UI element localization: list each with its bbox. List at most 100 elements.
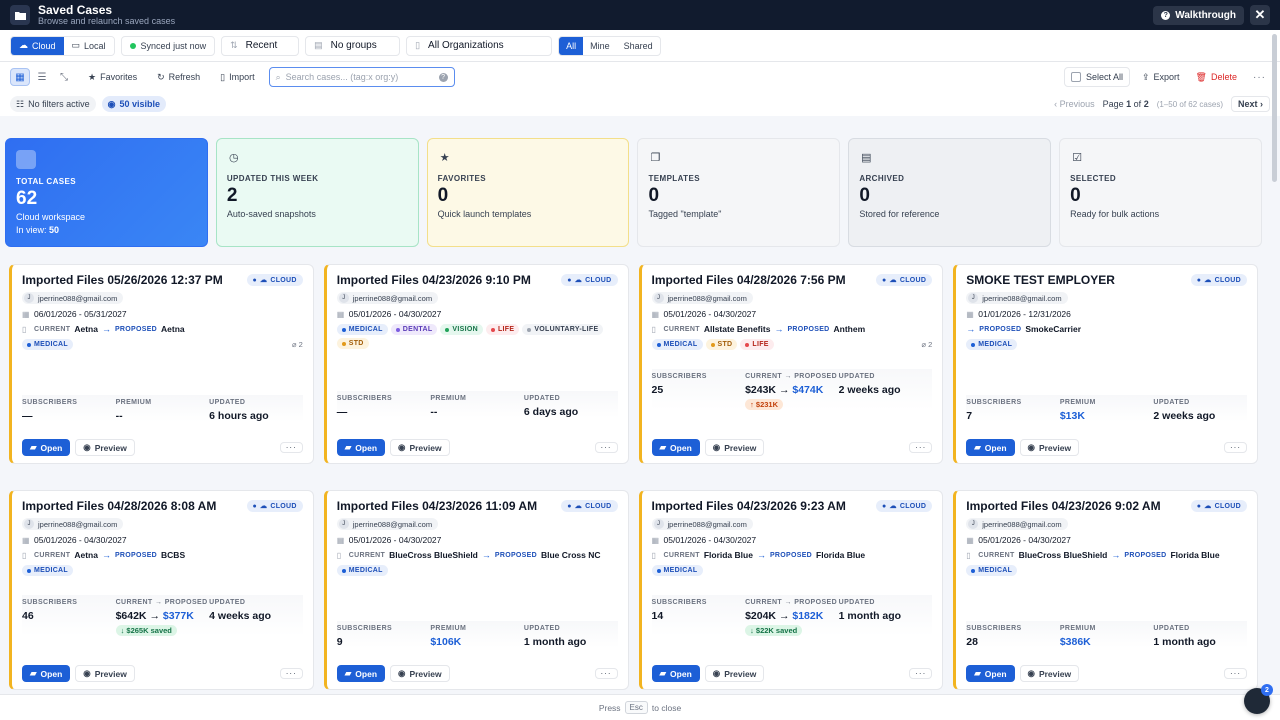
- open-button[interactable]: ▰ Open: [966, 665, 1015, 682]
- tag-vision[interactable]: VISION: [440, 324, 483, 335]
- help-icon[interactable]: ?: [438, 72, 448, 82]
- tag-medical[interactable]: MEDICAL: [336, 565, 388, 576]
- tag-dental[interactable]: DENTAL: [390, 324, 438, 335]
- tag-medical[interactable]: MEDICAL: [22, 565, 73, 576]
- stat-favorites[interactable]: ★ FAVORITES 0 Quick launch templates: [426, 138, 630, 247]
- preview-button[interactable]: ◉ Preview: [390, 665, 450, 682]
- case-card[interactable]: Imported Files 05/26/2026 12:37 PM ● ☁ CLOU…: [9, 264, 314, 464]
- next-page-button[interactable]: Next ›: [1230, 96, 1270, 112]
- cloud-button[interactable]: ☁ Cloud: [11, 36, 64, 55]
- stat-updated-this-week[interactable]: ◷ UPDATED THIS WEEK 2 Auto-saved snapsho…: [215, 138, 419, 247]
- tag-medical[interactable]: MEDICAL: [966, 339, 1018, 350]
- card-menu-button[interactable]: ···: [594, 668, 618, 679]
- local-button[interactable]: ▭ Local: [63, 36, 114, 55]
- sort-select[interactable]: ⇅ Recent: [221, 35, 300, 56]
- tag-std[interactable]: STD: [705, 339, 738, 350]
- tag-dot: [27, 342, 31, 347]
- tag-medical[interactable]: MEDICAL: [651, 565, 703, 576]
- refresh-button[interactable]: ↻ Refresh: [157, 71, 201, 83]
- preview-button[interactable]: ◉ Preview: [75, 665, 135, 682]
- export-button[interactable]: ⇪ Export: [1141, 71, 1180, 83]
- search-input[interactable]: ⌕ Search cases... (tag:x org:y) ?: [268, 67, 455, 87]
- tag-voluntary-life[interactable]: VOLUNTARY-LIFE: [522, 324, 604, 335]
- card-menu-button[interactable]: ···: [909, 442, 933, 453]
- tag-life[interactable]: LIFE: [485, 324, 520, 335]
- folder-open-icon: ▰: [344, 442, 352, 452]
- open-button[interactable]: ▰ Open: [966, 439, 1015, 456]
- tag-medical[interactable]: MEDICAL: [336, 324, 388, 335]
- scope-shared[interactable]: Shared: [623, 40, 653, 51]
- preview-button[interactable]: ◉ Preview: [1019, 665, 1080, 682]
- tag-dot: [27, 568, 31, 573]
- select-all-checkbox[interactable]: Select All: [1063, 67, 1130, 87]
- open-button[interactable]: ▰ Open: [336, 439, 386, 456]
- scope-all[interactable]: All: [559, 36, 584, 55]
- organization-select[interactable]: ▯ All Organizations: [406, 35, 553, 56]
- star-icon: ★: [88, 71, 97, 82]
- tag-std[interactable]: STD: [336, 338, 369, 349]
- premium-comparison: $642K → $377K: [115, 610, 194, 622]
- tag-dot: [971, 342, 976, 347]
- open-button[interactable]: ▰ Open: [651, 439, 700, 456]
- tag-medical[interactable]: MEDICAL: [966, 565, 1018, 576]
- collapse-icon: ⤡: [60, 71, 68, 83]
- open-button[interactable]: ▰ Open: [22, 439, 71, 456]
- stat-total-cases[interactable]: TOTAL CASES 62 Cloud workspace In view: …: [5, 138, 208, 247]
- open-button[interactable]: ▰ Open: [651, 665, 700, 682]
- export-icon: ⇪: [1141, 71, 1150, 82]
- case-card[interactable]: Imported Files 04/23/2026 11:09 AM ● ☁ CLOU…: [323, 490, 629, 690]
- proposed-carrier: Aetna: [161, 324, 185, 334]
- card-menu-button[interactable]: ···: [1224, 442, 1247, 453]
- chat-button[interactable]: 2: [1244, 684, 1273, 714]
- filter-status[interactable]: ☷ No filters active: [10, 96, 96, 112]
- scrollbar[interactable]: [1272, 34, 1277, 182]
- document-icon: ▯: [651, 550, 656, 560]
- more-options-button[interactable]: ···: [1253, 71, 1266, 83]
- case-card[interactable]: Imported Files 04/28/2026 7:56 PM ● ☁ CLOUD…: [638, 264, 944, 464]
- star-icon: ★: [439, 151, 450, 164]
- group-select[interactable]: ▤ No groups: [305, 35, 401, 56]
- tag-medical[interactable]: MEDICAL: [22, 339, 73, 350]
- compact-view-button[interactable]: ⤡: [54, 68, 74, 86]
- status-row: ☷ No filters active ◉ 50 visible ‹ Previou…: [0, 92, 1280, 116]
- favorites-button[interactable]: ★ Favorites: [88, 71, 138, 83]
- preview-button[interactable]: ◉ Preview: [704, 665, 765, 682]
- open-button[interactable]: ▰ Open: [22, 665, 71, 682]
- case-card[interactable]: Imported Files 04/23/2026 9:10 PM ● ☁ CLOUD…: [323, 264, 629, 464]
- tag-dot: [971, 568, 976, 573]
- close-button[interactable]: ✕: [1250, 5, 1270, 25]
- stat-templates[interactable]: ❐ TEMPLATES 0 Tagged "template": [637, 138, 841, 247]
- delete-button[interactable]: 🗑 Delete: [1195, 71, 1237, 83]
- preview-button[interactable]: ◉ Preview: [704, 439, 765, 456]
- list-view-button[interactable]: ☰: [32, 68, 52, 86]
- card-actions: ▰ Open ◉ Preview ···: [22, 439, 303, 456]
- tag-medical[interactable]: MEDICAL: [651, 339, 703, 350]
- stat-selected[interactable]: ☑ SELECTED 0 Ready for bulk actions: [1059, 138, 1262, 247]
- case-card[interactable]: Imported Files 04/23/2026 9:23 AM ● ☁ CLOUD…: [638, 490, 944, 690]
- grid-view-button[interactable]: ▦: [10, 68, 30, 86]
- benefit-tags: MEDICAL: [966, 565, 1247, 576]
- preview-button[interactable]: ◉ Preview: [75, 439, 135, 456]
- preview-button[interactable]: ◉ Preview: [1019, 439, 1080, 456]
- card-menu-button[interactable]: ···: [279, 442, 303, 453]
- case-title: Imported Files 04/23/2026 9:02 AM: [966, 499, 1161, 513]
- previous-page-button[interactable]: ‹ Previous: [1054, 99, 1095, 109]
- card-menu-button[interactable]: ···: [909, 668, 933, 679]
- source-toolbar: ☁ Cloud ▭ Local Synced just now ⇅ Recent ▤ N…: [0, 30, 1280, 62]
- stat-archived[interactable]: ▤ ARCHIVED 0 Stored for reference: [848, 138, 1052, 247]
- case-card[interactable]: Imported Files 04/23/2026 9:02 AM ● ☁ CLOUD…: [953, 490, 1258, 690]
- subscribers-value: 14: [651, 610, 664, 622]
- card-menu-button[interactable]: ···: [279, 668, 303, 679]
- preview-button[interactable]: ◉ Preview: [390, 439, 450, 456]
- cloud-icon: ☁: [1204, 277, 1212, 284]
- open-button[interactable]: ▰ Open: [336, 665, 386, 682]
- card-menu-button[interactable]: ···: [594, 442, 618, 453]
- tag-life[interactable]: LIFE: [740, 339, 774, 350]
- import-button[interactable]: ▯ Import: [220, 71, 255, 83]
- paperclip-icon: ⌀: [921, 340, 926, 349]
- scope-mine[interactable]: Mine: [590, 40, 610, 51]
- walkthrough-button[interactable]: ? Walkthrough: [1153, 5, 1244, 25]
- case-card[interactable]: Imported Files 04/28/2026 8:08 AM ● ☁ CLOUD…: [9, 490, 314, 690]
- card-menu-button[interactable]: ···: [1224, 668, 1247, 679]
